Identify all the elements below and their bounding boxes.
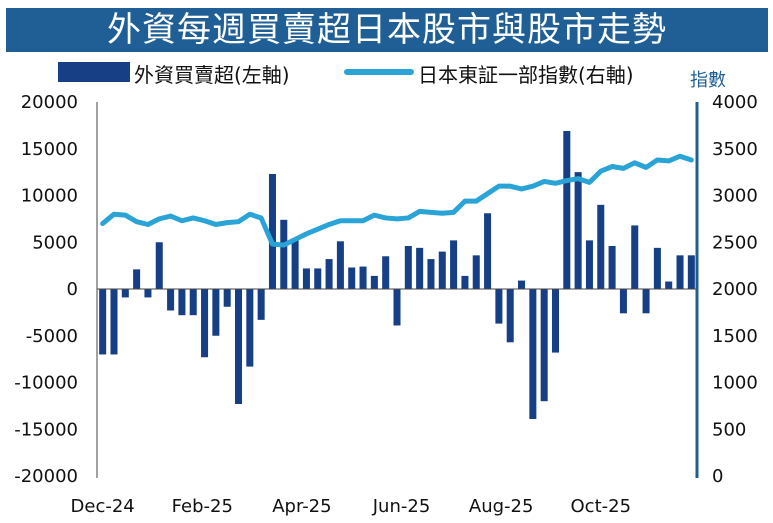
bar-mark [416, 247, 424, 289]
left-tick-label: -10000 [14, 373, 78, 394]
x-tick-label: Apr-25 [272, 496, 331, 517]
right-tick-label: 1000 [712, 373, 758, 394]
bar-mark [178, 289, 186, 316]
bar-mark [370, 275, 378, 289]
x-tick-label: Dec-24 [71, 496, 135, 517]
right-tick-label: 0 [712, 466, 723, 487]
bar-mark [653, 247, 661, 289]
x-tick-label: Jun-25 [372, 496, 431, 517]
bar-mark [133, 269, 141, 289]
bar-mark [314, 268, 322, 289]
right-axis-ticks: 4000 3500 3000 2500 2000 1500 1000 500 0 [712, 92, 758, 487]
bar-mark [461, 275, 469, 289]
bar-mark [223, 289, 231, 307]
bar-mark [631, 225, 639, 289]
right-tick-label: 4000 [712, 92, 758, 113]
bar-mark [257, 289, 265, 320]
chart-title: 外資每週買賣超日本股市與股市走勢 [6, 8, 768, 52]
bar-mark [393, 289, 401, 326]
right-axis-unit: 指數 [690, 70, 726, 91]
x-tick-label: Oct-25 [571, 496, 632, 517]
axes [96, 102, 699, 478]
bar-mark [450, 240, 458, 289]
bar-mark [291, 240, 299, 289]
right-tick-label: 500 [712, 419, 746, 440]
left-tick-label: -5000 [26, 326, 78, 347]
bar-mark [551, 289, 559, 353]
x-tick-label: Aug-25 [469, 496, 534, 517]
bar-series [99, 130, 695, 419]
left-tick-label: 5000 [32, 232, 78, 253]
bar-mark [167, 289, 175, 311]
bar-mark [144, 289, 152, 298]
right-tick-label: 1500 [712, 326, 758, 347]
x-tick-label: Feb-25 [172, 496, 233, 517]
bar-mark [325, 259, 333, 289]
index-line [100, 153, 694, 248]
bar-mark [597, 204, 605, 289]
bar-mark [472, 255, 480, 289]
bar-mark [268, 174, 276, 289]
bar-mark [212, 289, 220, 336]
right-tick-label: 3500 [712, 139, 758, 160]
bar-mark [495, 289, 503, 324]
bar-mark [619, 289, 627, 314]
bar-mark [563, 130, 571, 289]
bar-mark [484, 213, 492, 289]
bar-mark [348, 267, 356, 289]
line-series [100, 153, 694, 248]
left-tick-label: 20000 [21, 92, 78, 113]
legend-line-label: 日本東証一部指數(右軸) [418, 63, 634, 87]
bar-mark [404, 245, 412, 289]
left-tick-label: 0 [67, 279, 78, 300]
left-tick-label: -20000 [14, 466, 78, 487]
right-tick-label: 2500 [712, 232, 758, 253]
right-tick-label: 2000 [712, 279, 758, 300]
bar-mark [155, 242, 163, 289]
bar-mark [687, 255, 695, 289]
bar-mark [438, 251, 446, 289]
bar-mark [518, 280, 526, 289]
left-tick-label: -15000 [14, 419, 78, 440]
bar-mark [642, 289, 650, 314]
bar-mark [99, 289, 107, 355]
left-tick-label: 10000 [21, 186, 78, 207]
x-axis-ticks: Dec-24 Feb-25 Apr-25 Jun-25 Aug-25 Oct-25 [71, 496, 631, 517]
bar-mark [110, 289, 118, 355]
legend-bar-label: 外資買賣超(左軸) [134, 63, 290, 87]
legend: 外資買賣超(左軸) 日本東証一部指數(右軸) [0, 58, 773, 87]
bar-mark [540, 289, 548, 402]
bar-mark [121, 289, 129, 298]
bar-mark [427, 259, 435, 289]
right-tick-label: 3000 [712, 186, 758, 207]
bar-mark [201, 289, 209, 358]
bar-mark [585, 240, 593, 289]
legend-line-swatch [344, 69, 414, 75]
bar-mark [676, 255, 684, 289]
bar-mark [235, 289, 243, 404]
bar-mark [574, 172, 582, 290]
bar-mark [189, 289, 197, 316]
bar-mark [608, 245, 616, 289]
bar-mark [246, 289, 254, 367]
bar-mark [506, 289, 514, 343]
bar-mark [359, 266, 367, 289]
left-tick-label: 15000 [21, 139, 78, 160]
bar-mark [529, 289, 537, 419]
bar-mark [382, 256, 390, 289]
bar-mark [302, 268, 310, 289]
bar-mark [665, 281, 673, 289]
bar-mark [336, 241, 344, 289]
legend-bar-swatch [58, 62, 130, 82]
bar-mark [280, 219, 288, 289]
left-axis-ticks: 20000 15000 10000 5000 0 -5000 -10000 -15000 -20… [14, 92, 78, 487]
